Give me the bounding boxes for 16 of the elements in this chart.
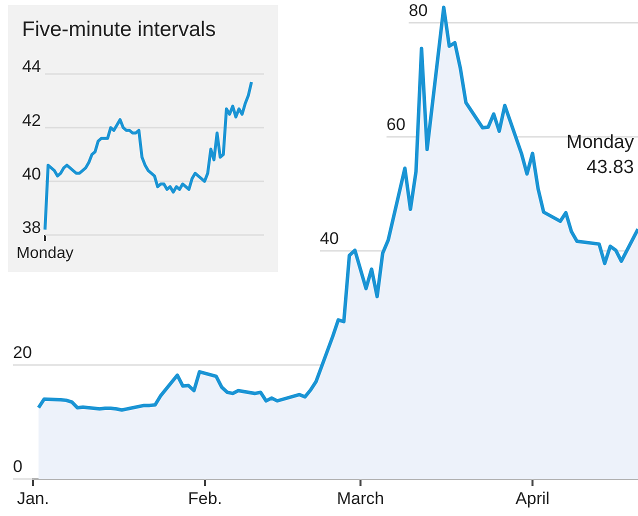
y-tick-label: 38 <box>22 218 41 238</box>
y-tick-label: 42 <box>22 110 41 130</box>
x-tick-label: April <box>516 488 550 508</box>
y-tick-label: 44 <box>22 57 41 76</box>
y-tick-label: 0 <box>13 457 22 476</box>
x-tick-label: Jan. <box>16 488 50 508</box>
annotation: Monday 43.83 <box>566 132 634 178</box>
x-tick-label: March <box>336 488 384 508</box>
ref-line-label: 80 <box>408 0 428 20</box>
x-tick-label: Monday <box>16 245 74 262</box>
x-tick-label: Feb. <box>188 488 222 508</box>
y-tick-label: 20 <box>13 343 32 362</box>
ref-line-label: 60 <box>386 115 406 134</box>
y-tick-label: 40 <box>22 164 41 184</box>
ref-line-label: 40 <box>320 229 339 248</box>
chart-title: Five-minute intervals <box>22 18 216 42</box>
